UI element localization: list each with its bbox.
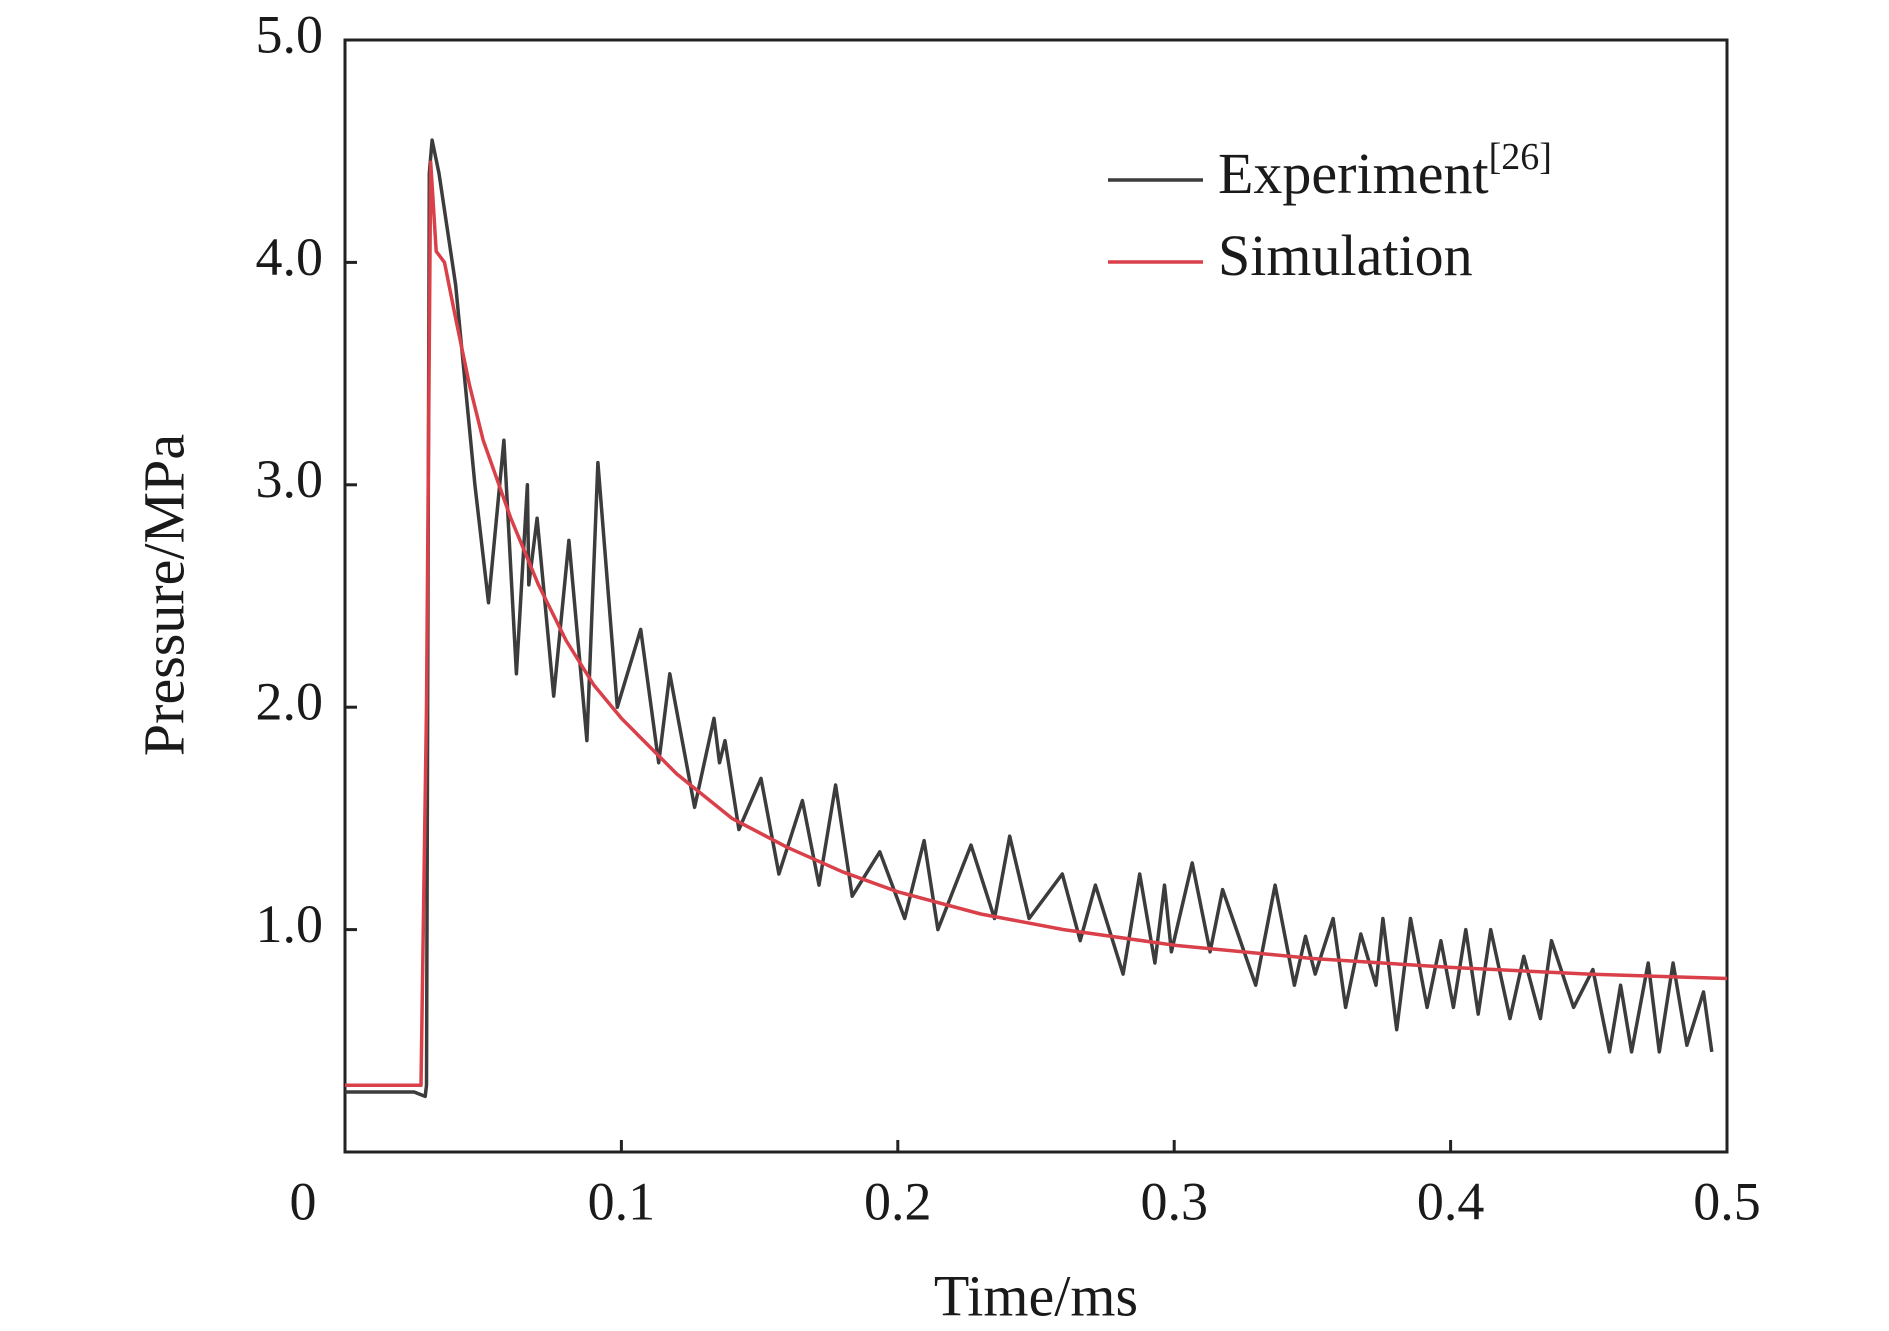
x-tick-label: 0.5 bbox=[1693, 1171, 1761, 1231]
y-axis-label: Pressure/MPa bbox=[131, 434, 196, 756]
y-tick-label: 2.0 bbox=[256, 672, 324, 732]
x-tick-label: 0.4 bbox=[1417, 1171, 1485, 1231]
legend-superscript: [26] bbox=[1489, 136, 1552, 178]
x-tick-label: 0.2 bbox=[864, 1171, 932, 1231]
y-tick-label: 5.0 bbox=[256, 4, 324, 64]
x-axis-label: Time/ms bbox=[934, 1263, 1138, 1328]
y-tick-label: 4.0 bbox=[256, 227, 324, 287]
legend-name: Experiment bbox=[1218, 141, 1489, 206]
legend-label: Simulation bbox=[1218, 223, 1473, 288]
x-tick-label: 0.1 bbox=[588, 1171, 656, 1231]
legend-name: Simulation bbox=[1218, 223, 1473, 288]
x-tick-label: 0 bbox=[290, 1171, 317, 1231]
data-line bbox=[345, 138, 1714, 1099]
y-tick-label: 3.0 bbox=[256, 449, 324, 509]
data-line bbox=[345, 160, 1728, 1088]
plot-frame bbox=[343, 38, 1729, 1154]
legend-label: Experiment[26] bbox=[1218, 136, 1552, 207]
x-tick-label: 0.3 bbox=[1140, 1171, 1208, 1231]
y-tick-label: 1.0 bbox=[256, 894, 324, 954]
